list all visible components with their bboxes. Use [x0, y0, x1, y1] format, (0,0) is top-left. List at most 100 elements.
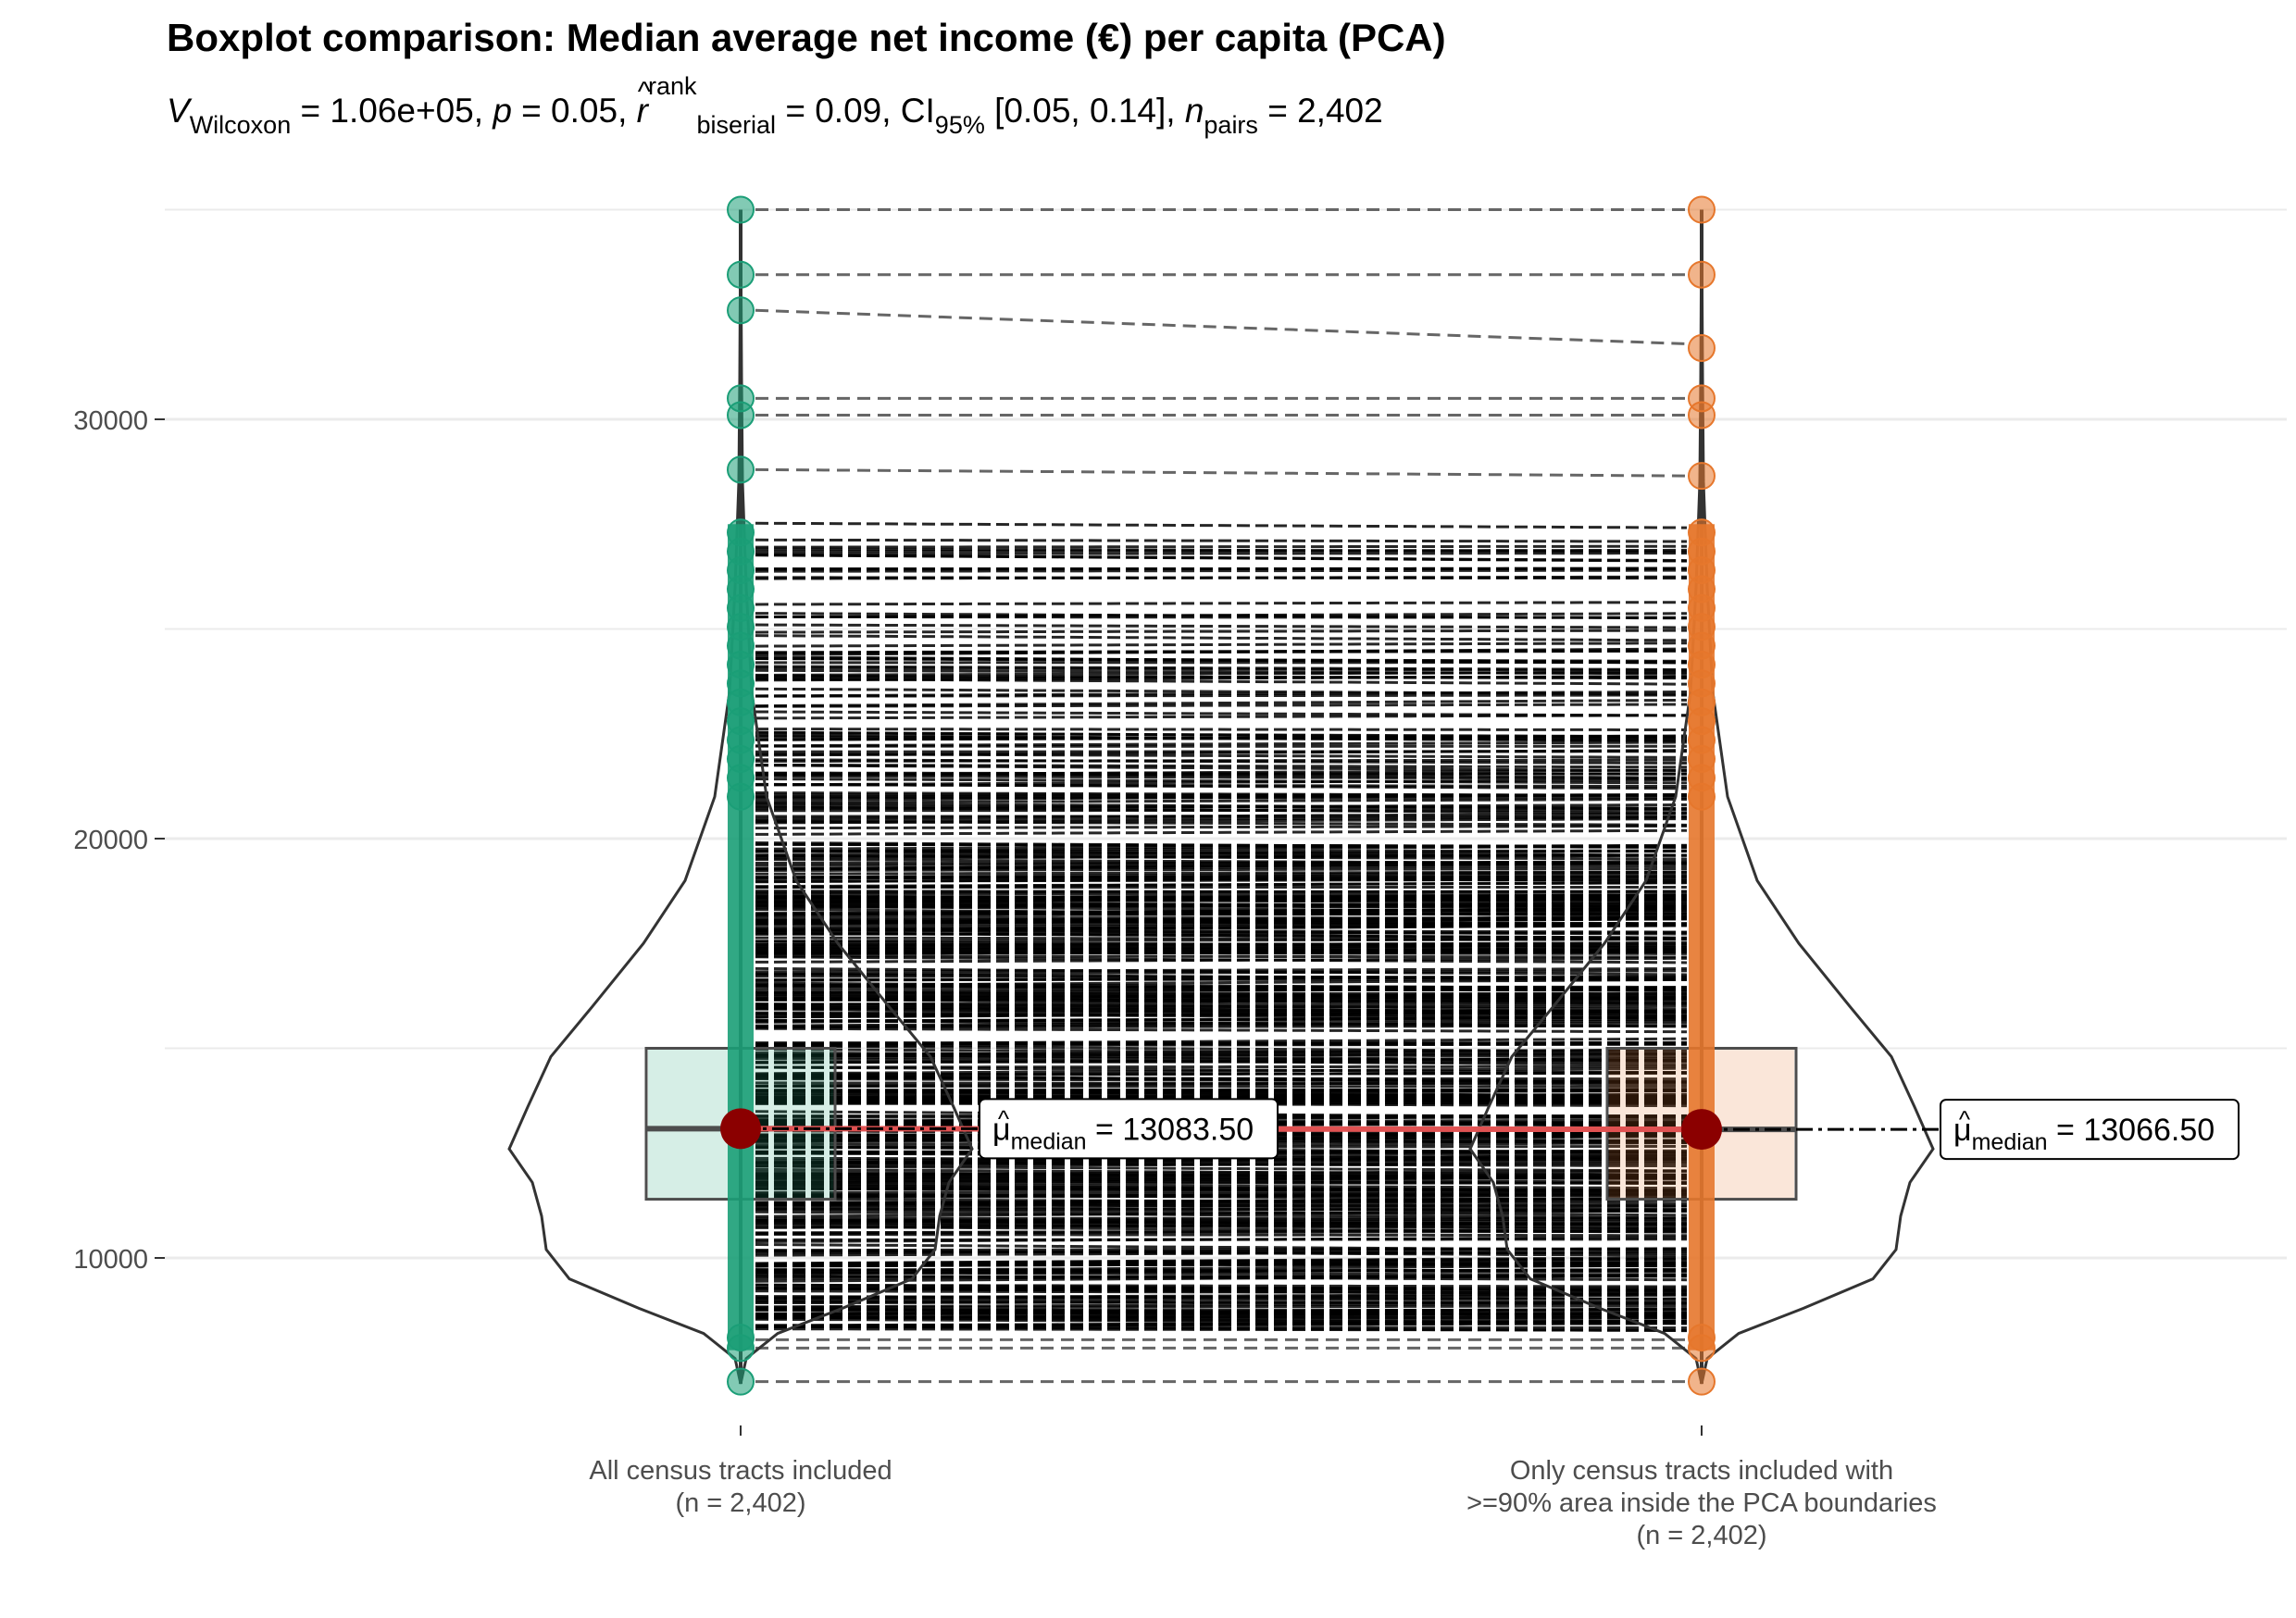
paired-line — [755, 733, 1688, 742]
paired-line — [755, 1089, 1688, 1098]
median-label: μmedian = 13083.50 — [992, 1112, 1254, 1154]
paired-line — [755, 1263, 1688, 1273]
subtitle-r-symbol: r — [637, 92, 650, 130]
paired-line — [755, 1315, 1688, 1326]
paired-line — [755, 1232, 1688, 1238]
paired-line — [755, 521, 1688, 529]
data-point — [727, 1367, 755, 1396]
subtitle-r-value: = 0.09, — [776, 92, 901, 130]
paired-line — [755, 803, 1688, 811]
paired-line — [755, 538, 1688, 543]
data-point — [1688, 260, 1716, 289]
paired-line — [755, 977, 1688, 988]
paired-line — [755, 1066, 1688, 1076]
paired-line — [755, 938, 1688, 943]
paired-line — [755, 568, 1688, 573]
paired-line — [755, 870, 1688, 879]
paired-line — [755, 1327, 1688, 1332]
paired-line — [755, 1217, 1688, 1222]
median-label: μmedian = 13066.50 — [1953, 1113, 2215, 1155]
paired-line — [755, 1012, 1688, 1017]
paired-line — [755, 791, 1688, 797]
y-tick-label: 30000 — [73, 406, 148, 436]
paired-line — [755, 566, 1688, 571]
paired-line — [755, 1203, 1688, 1208]
paired-line — [755, 665, 1688, 671]
paired-line — [755, 1228, 1688, 1235]
median-label-sub: median — [1972, 1129, 2048, 1155]
median-label-hat: ^ — [1959, 1105, 1971, 1133]
paired-line — [755, 922, 1688, 929]
subtitle-ci-value: [0.05, 0.14], — [985, 92, 1185, 130]
paired-line — [755, 949, 1688, 955]
data-point — [727, 518, 755, 547]
paired-line — [755, 601, 1688, 606]
paired-line — [755, 778, 1688, 785]
paired-line — [755, 1015, 1688, 1023]
paired-line — [755, 623, 1688, 629]
median-label-value: = 13066.50 — [2048, 1113, 2215, 1148]
median-label-sub: median — [1011, 1128, 1087, 1154]
paired-line — [755, 1287, 1688, 1293]
paired-line — [755, 548, 1688, 554]
paired-line — [755, 1169, 1688, 1176]
x-tick-label: (n = 2,402) — [1636, 1521, 1766, 1550]
paired-line — [755, 956, 1688, 964]
x-tick-label: >=90% area inside the PCA boundaries — [1466, 1488, 1937, 1518]
paired-line — [755, 1024, 1688, 1029]
median-label-hat: ^ — [998, 1104, 1010, 1132]
paired-line — [755, 668, 1688, 676]
paired-line — [755, 1238, 1688, 1241]
paired-line — [755, 1243, 1688, 1251]
paired-line — [755, 774, 1688, 780]
x-tick-label: (n = 2,402) — [675, 1488, 805, 1518]
chart-subtitle: VWilcoxon = 1.06e+05, p = 0.05, rrankbis… — [167, 72, 1383, 139]
paired-line — [755, 1208, 1688, 1217]
data-point — [1688, 462, 1716, 491]
paired-line — [755, 861, 1688, 865]
paired-line — [755, 1222, 1688, 1229]
paired-line — [755, 870, 1688, 876]
data-point — [727, 455, 755, 484]
paired-line — [755, 792, 1688, 803]
paired-line — [755, 1093, 1688, 1100]
paired-line — [755, 903, 1688, 910]
paired-line — [755, 1077, 1688, 1081]
paired-line — [755, 917, 1688, 926]
data-point — [1688, 518, 1716, 547]
data-point — [727, 195, 755, 224]
data-points — [727, 195, 1716, 1396]
paired-line — [755, 629, 1688, 634]
paired-line — [755, 942, 1688, 946]
paired-line — [755, 1292, 1688, 1300]
paired-line — [755, 815, 1688, 822]
paired-line — [755, 615, 1688, 619]
paired-line — [755, 782, 1688, 790]
paired-line — [755, 1307, 1688, 1316]
subtitle-r-sup: rank — [648, 72, 697, 100]
subtitle-v-value: = 1.06e+05, — [291, 92, 493, 130]
paired-line — [755, 1007, 1688, 1016]
x-tick-label: Only census tracts included with — [1510, 1456, 1893, 1486]
paired-line — [755, 824, 1688, 830]
paired-line — [755, 819, 1688, 827]
paired-line — [755, 1175, 1688, 1181]
paired-line — [755, 1283, 1688, 1288]
paired-line — [755, 730, 1688, 740]
paired-line — [755, 544, 1688, 549]
paired-line — [755, 670, 1688, 677]
y-tick-label: 20000 — [73, 826, 148, 855]
data-point — [727, 296, 755, 325]
paired-line — [755, 657, 1688, 664]
paired-line — [755, 931, 1688, 940]
paired-line — [755, 728, 1688, 732]
paired-lines — [755, 208, 1688, 1384]
median-point — [720, 1108, 761, 1150]
paired-line — [755, 649, 1688, 654]
paired-line — [755, 1182, 1688, 1190]
paired-line — [755, 674, 1688, 680]
paired-line — [755, 575, 1688, 580]
paired-line — [755, 1189, 1688, 1194]
median-markers: ^μmedian = 13083.50 ^μmedian = 13066.50 — [720, 1098, 2240, 1161]
